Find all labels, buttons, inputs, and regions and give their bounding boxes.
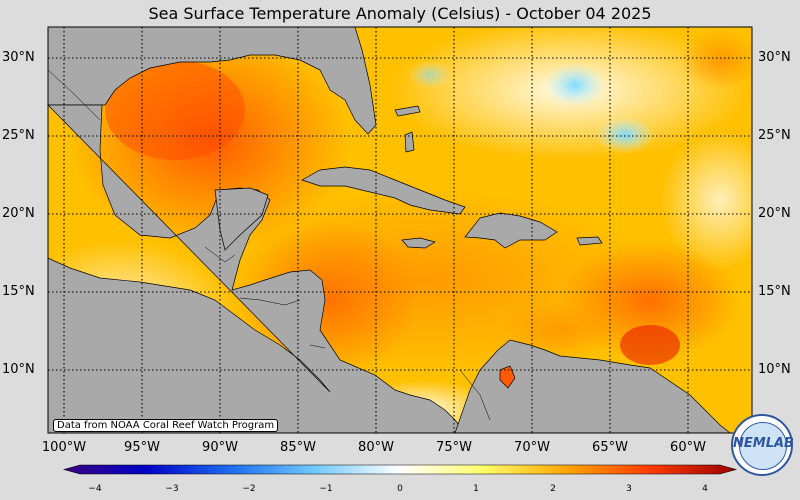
lake-maracaibo	[499, 365, 516, 389]
lon-label-75w: 75°W	[436, 440, 472, 455]
map-title: Sea Surface Temperature Anomaly (Celsius…	[148, 4, 652, 23]
lat-label-25n-left: 25°N	[2, 128, 35, 143]
lon-label-80w: 80°W	[358, 440, 394, 455]
colorbar-tick-2: 2	[550, 484, 556, 494]
colorbar-tick-3: 3	[626, 484, 632, 494]
lat-label-20n-right: 20°N	[758, 206, 791, 221]
lon-label-100w: 100°W	[41, 440, 87, 455]
lat-label-30n-right: 30°N	[758, 50, 791, 65]
lat-label-20n-left: 20°N	[2, 206, 35, 221]
colorbar-tick-minus4: −4	[88, 484, 102, 494]
colorbar-tick-minus1: −1	[319, 484, 333, 494]
cuba-land	[301, 166, 466, 215]
globe-icon	[739, 422, 787, 470]
jamaica-land	[401, 237, 436, 249]
colorbar-tick-minus2: −2	[242, 484, 256, 494]
lon-label-95w: 95°W	[124, 440, 160, 455]
colorbar	[62, 464, 738, 475]
colorbar-tick-minus3: −3	[165, 484, 179, 494]
lat-label-15n-left: 15°N	[2, 284, 35, 299]
lon-label-90w: 90°W	[202, 440, 238, 455]
colorbar-tick-0: 0	[397, 484, 403, 494]
lat-label-30n-left: 30°N	[2, 50, 35, 65]
north-america-land	[47, 26, 377, 135]
map-frame	[47, 26, 753, 434]
mexico-central-america-land	[47, 104, 466, 434]
lat-label-25n-right: 25°N	[758, 128, 791, 143]
data-credit: Data from NOAA Coral Reef Watch Program	[53, 419, 279, 432]
bahamas-land	[394, 105, 421, 153]
south-america-land	[454, 339, 731, 434]
lon-label-60w: 60°W	[670, 440, 706, 455]
lat-label-10n-left: 10°N	[2, 362, 35, 377]
graticule	[48, 27, 752, 433]
land-masses	[47, 26, 731, 434]
lon-label-65w: 65°W	[592, 440, 628, 455]
logo-text: NEMLAB	[733, 436, 794, 451]
puerto-rico-land	[576, 236, 603, 246]
lon-label-70w: 70°W	[514, 440, 550, 455]
yucatan-land	[214, 187, 269, 251]
colorbar-tick-4: 4	[702, 484, 708, 494]
lon-label-85w: 85°W	[280, 440, 316, 455]
lat-label-10n-right: 10°N	[758, 362, 791, 377]
borders	[47, 69, 491, 421]
nemlab-logo: NEMLAB	[731, 414, 794, 476]
lat-label-15n-right: 15°N	[758, 284, 791, 299]
colorbar-tick-1: 1	[473, 484, 479, 494]
